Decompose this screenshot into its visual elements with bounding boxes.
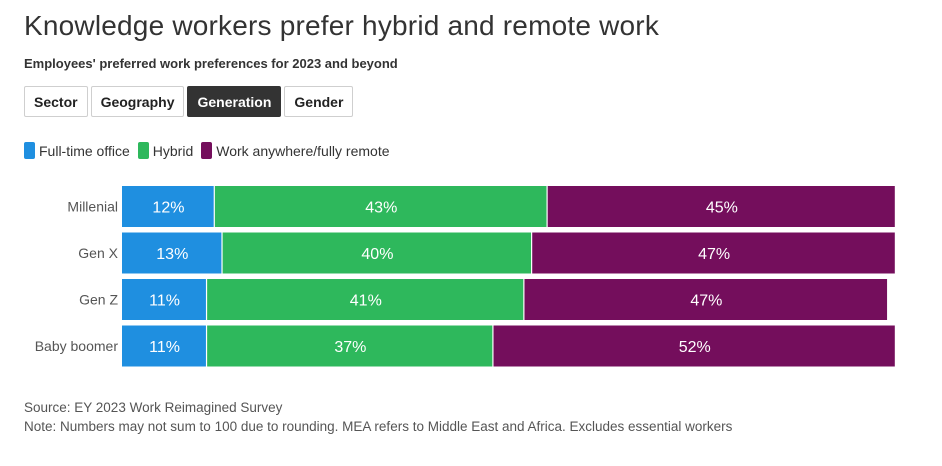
legend-label-hybrid: Hybrid	[152, 142, 194, 159]
bar-gen-x-work-anywhere-fully-remote[interactable]	[532, 232, 895, 274]
tab-geography[interactable]: Geography	[90, 86, 185, 117]
chart-legend: Full-time office Hybrid Work anywhere/fu…	[24, 142, 398, 159]
category-label-millenial: Millenial	[67, 199, 118, 215]
footnote: Note: Numbers may not sum to 100 due to …	[24, 419, 733, 434]
bar-gen-x-hybrid[interactable]	[222, 232, 532, 274]
chart-title: Knowledge workers prefer hybrid and remo…	[24, 10, 660, 41]
data-label-millenial-hybrid: 43%	[365, 200, 397, 217]
legend-label-office: Full-time office	[39, 142, 130, 159]
tab-generation[interactable]: Generation	[187, 86, 282, 117]
bar-millenial-work-anywhere-fully-remote[interactable]	[547, 186, 895, 227]
data-label-gen-z-hybrid: 41%	[350, 293, 382, 310]
data-label-millenial-full-time-office: 12%	[152, 200, 184, 217]
data-label-gen-x-hybrid: 40%	[361, 246, 393, 263]
data-label-gen-x-work-anywhere-fully-remote: 47%	[698, 246, 730, 263]
data-label-gen-z-work-anywhere-fully-remote: 47%	[690, 293, 722, 310]
chart-footer: Source: EY 2023 Work Reimagined Survey N…	[24, 398, 732, 436]
bar-millenial-full-time-office[interactable]	[122, 186, 214, 227]
legend-swatch-office	[24, 142, 35, 159]
bar-gen-x-full-time-office[interactable]	[122, 232, 222, 274]
tab-sector[interactable]: Sector	[24, 86, 88, 117]
legend-swatch-hybrid	[137, 142, 149, 159]
legend-item-remote: Work anywhere/fully remote	[201, 142, 390, 159]
legend-label-remote: Work anywhere/fully remote	[216, 142, 390, 159]
data-label-millenial-work-anywhere-fully-remote: 45%	[706, 200, 738, 217]
legend-item-hybrid: Hybrid	[137, 142, 194, 159]
bar-gen-z-full-time-office[interactable]	[122, 279, 206, 320]
source-note: Source: EY 2023 Work Reimagined Survey	[24, 400, 283, 415]
bar-baby-boomer-full-time-office[interactable]	[122, 325, 206, 367]
data-label-baby-boomer-work-anywhere-fully-remote: 52%	[679, 339, 711, 356]
legend-swatch-remote	[201, 142, 213, 159]
data-label-gen-x-full-time-office: 13%	[156, 246, 188, 263]
chart-subtitle: Employees' preferred work preferences fo…	[24, 56, 398, 71]
filter-tabs: Sector Geography Generation Gender	[24, 86, 354, 117]
category-label-baby-boomer: Baby boomer	[35, 338, 119, 354]
bar-baby-boomer-hybrid[interactable]	[207, 325, 493, 367]
legend-item-office: Full-time office	[24, 142, 130, 159]
data-label-gen-z-full-time-office: 11%	[149, 293, 180, 310]
tab-gender[interactable]: Gender	[284, 86, 354, 117]
bar-baby-boomer-work-anywhere-fully-remote[interactable]	[493, 325, 895, 367]
bar-gen-z-hybrid[interactable]	[207, 279, 524, 320]
category-label-gen-x: Gen X	[78, 245, 118, 261]
data-label-baby-boomer-full-time-office: 11%	[149, 339, 180, 356]
stacked-bar-chart: Millenial 12% 43% 45% Gen X 13% 40% 47% Gen Z 11%…	[35, 186, 895, 367]
bar-millenial-hybrid[interactable]	[214, 186, 547, 227]
category-label-gen-z: Gen Z	[79, 292, 118, 308]
bar-gen-z-work-anywhere-fully-remote[interactable]	[524, 279, 888, 320]
data-label-baby-boomer-hybrid: 37%	[334, 339, 366, 356]
